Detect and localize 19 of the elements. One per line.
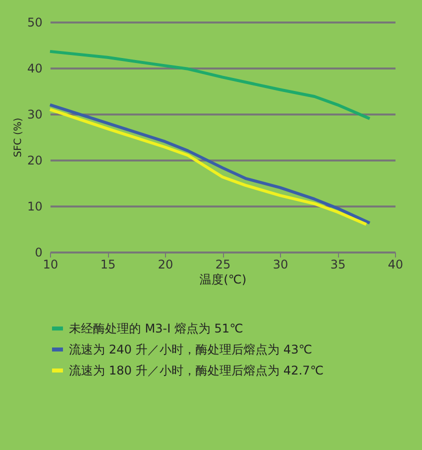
x-axis-title: 温度(℃) [200, 272, 246, 286]
x-tick-label: 15 [100, 258, 116, 272]
line-series [48, 50, 372, 120]
x-tick-label: 30 [272, 258, 288, 272]
legend-label: 流速为 180 升／小时，酶处理后熔点为 42.7℃ [69, 364, 324, 378]
legend-label: 流速为 240 升／小时，酶处理后熔点为 43℃ [69, 342, 312, 356]
x-tick-label: 40 [388, 258, 404, 272]
y-tick-label: 50 [27, 16, 42, 30]
x-tick-label: 25 [215, 258, 231, 272]
y-tick-label: 20 [27, 154, 42, 168]
x-tick-label: 10 [42, 258, 58, 272]
y-tick-label: 30 [27, 108, 42, 122]
x-tick-label: 20 [158, 258, 174, 272]
y-tick-label: 10 [27, 200, 42, 214]
y-axis-title: SFC (%) [13, 118, 24, 158]
legend-label: 未经酶处理的 M3-I 熔点为 51℃ [69, 322, 244, 336]
y-tick-label: 40 [27, 62, 42, 76]
x-tick-label: 35 [330, 258, 346, 272]
y-tick-label: 0 [34, 246, 42, 260]
